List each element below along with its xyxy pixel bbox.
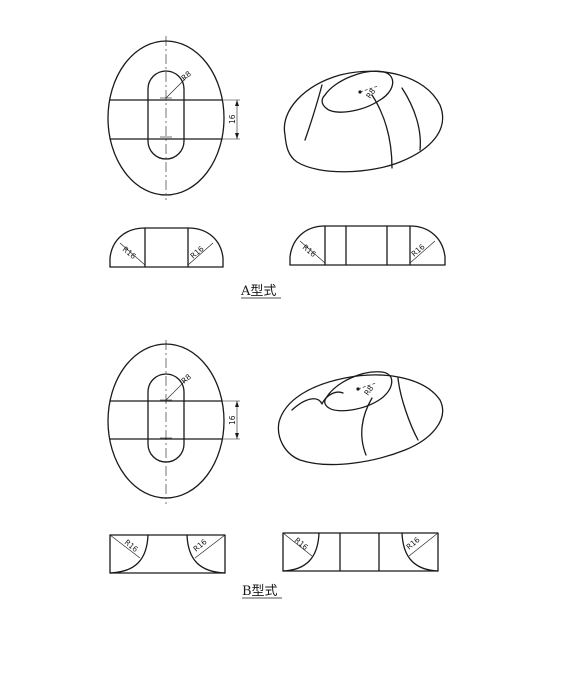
type-a-caption: A型式 <box>240 284 276 299</box>
iso-body-outline <box>277 374 444 466</box>
side-concave-left <box>282 532 320 572</box>
type-b-side-profile: R16 R16 <box>282 532 439 572</box>
side-profile-frame <box>282 532 439 572</box>
type-b-front-profile: R16 R16 <box>109 534 226 574</box>
iso-band-edge-right <box>401 87 421 151</box>
slot-length-label: 16 <box>228 114 237 124</box>
slot-radius-leader <box>165 77 187 99</box>
profile-radius-right: R16 <box>192 537 209 554</box>
profile-frame <box>109 534 226 574</box>
side-profile-outline <box>289 225 446 266</box>
profile-radius-left: R16 <box>121 245 138 262</box>
profile-radius-right: R16 <box>189 244 206 261</box>
type-a-plan-view: R8 16 <box>107 36 240 200</box>
iso-band-edge-right <box>397 377 419 441</box>
side-radius-left: R16 <box>301 243 318 260</box>
type-b-plan-view: R8 16 <box>107 340 240 504</box>
type-b-iso-view: R8 <box>277 371 444 466</box>
type-b-caption: B型式 <box>242 584 278 599</box>
type-b-group: R8 16 R8 R16 R16 <box>107 340 444 599</box>
side-radius-leader-left <box>282 532 313 557</box>
radius-leader-right <box>194 534 226 559</box>
iso-radius-leader <box>357 382 377 390</box>
side-radius-right: R16 <box>410 242 427 259</box>
iso-body-outline <box>283 70 444 173</box>
iso-radius-leader <box>359 85 379 93</box>
radius-leader-right <box>187 242 214 266</box>
profile-radius-left: R16 <box>123 538 140 555</box>
type-a-front-profile: R16 R16 <box>109 227 224 268</box>
iso-slot <box>321 70 394 113</box>
iso-concave-edge <box>291 391 344 411</box>
side-radius-leader-right <box>409 240 436 264</box>
iso-radius-label: R8 <box>362 384 375 398</box>
profile-concave-right <box>186 534 226 574</box>
iso-band-edge-left <box>304 84 323 141</box>
side-radius-leader-right <box>408 532 439 557</box>
type-a-group: R8 16 R8 R16 R16 <box>107 36 446 299</box>
slot-radius-leader <box>165 379 187 401</box>
side-radius-leader-left <box>299 240 326 264</box>
type-a-iso-view: R8 <box>283 70 444 173</box>
radius-leader-left <box>119 242 146 266</box>
iso-slot <box>324 371 393 412</box>
profile-outline <box>109 227 224 268</box>
type-a-side-profile: R16 R16 <box>289 225 446 266</box>
iso-radius-label: R8 <box>364 87 377 101</box>
side-concave-right <box>401 532 439 572</box>
slot-length-label: 16 <box>228 415 237 425</box>
iso-band-edge-mid <box>361 397 373 456</box>
profile-concave-left <box>109 534 149 574</box>
side-radius-left: R16 <box>293 536 310 553</box>
iso-band-edge-mid <box>371 94 393 169</box>
side-radius-right: R16 <box>405 535 422 552</box>
radius-leader-left <box>109 534 141 559</box>
